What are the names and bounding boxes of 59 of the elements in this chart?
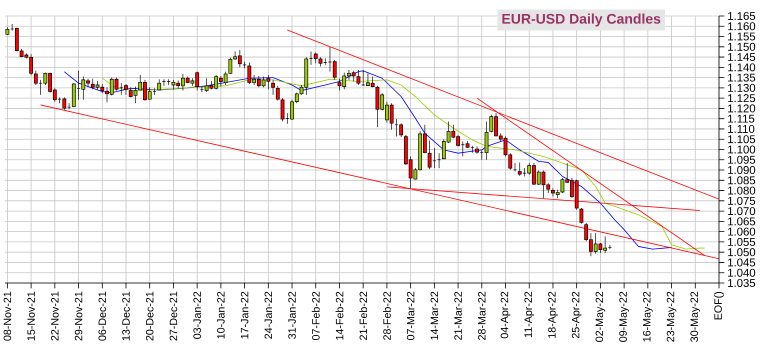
x-tick-label: 21-Mar-22 bbox=[454, 292, 462, 340]
x-tick-label: 21-Feb-22 bbox=[359, 292, 368, 340]
x-tick-label: 13-Dec-21 bbox=[122, 292, 130, 340]
y-tick-label: 1.165 bbox=[728, 12, 756, 20]
y-tick-label: 1.065 bbox=[728, 217, 756, 226]
x-tick-label: 04-Apr-22 bbox=[500, 292, 510, 338]
y-tick-label: 1.135 bbox=[728, 74, 756, 82]
y-tick-label: 1.155 bbox=[728, 32, 756, 40]
chart-title: EUR-USD Daily Candles bbox=[502, 13, 660, 27]
y-tick-label: 1.100 bbox=[728, 145, 756, 154]
y-tick-label: 1.145 bbox=[728, 53, 756, 62]
x-tick-label: 29-Nov-21 bbox=[74, 292, 82, 341]
x-tick-label: 30-May-22 bbox=[690, 292, 700, 342]
x-tick-label: EOF() bbox=[714, 292, 724, 320]
x-tick-label: 16-May-22 bbox=[643, 292, 653, 342]
y-tick-label: 1.105 bbox=[728, 135, 756, 144]
y-tick-label: 1.050 bbox=[728, 248, 756, 256]
x-tick-label: 10-Jan-22 bbox=[217, 292, 225, 338]
y-tick-label: 1.130 bbox=[728, 84, 756, 92]
y-tick-label: 1.095 bbox=[728, 156, 756, 164]
y-tick-label: 1.075 bbox=[728, 196, 756, 205]
x-tick-label: 22-Nov-21 bbox=[51, 292, 59, 341]
x-tick-label: 18-Apr-22 bbox=[548, 292, 558, 338]
y-tick-label: 1.115 bbox=[728, 114, 754, 123]
y-tick-label: 1.150 bbox=[728, 42, 756, 51]
y-tick-label: 1.040 bbox=[728, 268, 756, 277]
x-tick-label: 07-Feb-22 bbox=[312, 292, 320, 340]
x-tick-label: 03-Jan-22 bbox=[193, 292, 201, 339]
x-tick-label: 28-Feb-22 bbox=[382, 292, 391, 340]
y-tick-label: 1.085 bbox=[728, 176, 756, 184]
x-tick-label: 07-Mar-22 bbox=[406, 292, 414, 340]
x-tick-label: 08-Nov-21 bbox=[4, 292, 12, 341]
x-tick-label: 11-Apr-22 bbox=[524, 292, 534, 338]
y-tick-label: 1.140 bbox=[728, 63, 756, 72]
y-tick-label: 1.060 bbox=[728, 228, 756, 236]
y-tick-label: 1.090 bbox=[728, 166, 756, 174]
y-tick-label: 1.125 bbox=[728, 94, 756, 102]
x-tick-label: 24-Jan-22 bbox=[264, 292, 272, 339]
x-tick-label: 28-Mar-22 bbox=[478, 292, 486, 340]
x-tick-label: 14-Mar-22 bbox=[430, 292, 438, 340]
y-tick-label: 1.080 bbox=[728, 186, 756, 195]
x-tick-label: 02-May-22 bbox=[596, 292, 606, 342]
y-tick-label: 1.055 bbox=[728, 238, 756, 246]
x-tick-label: 06-Dec-21 bbox=[98, 292, 106, 341]
x-tick-label: 27-Dec-21 bbox=[170, 292, 178, 341]
x-tick-label: 23-May-22 bbox=[666, 292, 676, 342]
y-tick-label: 1.035 bbox=[728, 278, 756, 287]
x-tick-label: 15-Nov-21 bbox=[27, 292, 35, 340]
y-tick-label: 1.110 bbox=[728, 124, 754, 133]
x-tick-label: 09-May-22 bbox=[619, 292, 629, 342]
y-tick-label: 1.160 bbox=[728, 22, 756, 30]
y-tick-label: 1.070 bbox=[728, 207, 756, 216]
y-tick-label: 1.045 bbox=[728, 258, 756, 266]
x-tick-label: 14-Feb-22 bbox=[336, 292, 344, 340]
x-tick-label: 20-Dec-21 bbox=[146, 292, 154, 341]
x-tick-label: 25-Apr-22 bbox=[572, 292, 582, 338]
y-tick-label: 1.120 bbox=[728, 104, 756, 112]
x-tick-label: 31-Jan-22 bbox=[288, 292, 296, 339]
x-tick-label: 17-Jan-22 bbox=[240, 292, 248, 338]
